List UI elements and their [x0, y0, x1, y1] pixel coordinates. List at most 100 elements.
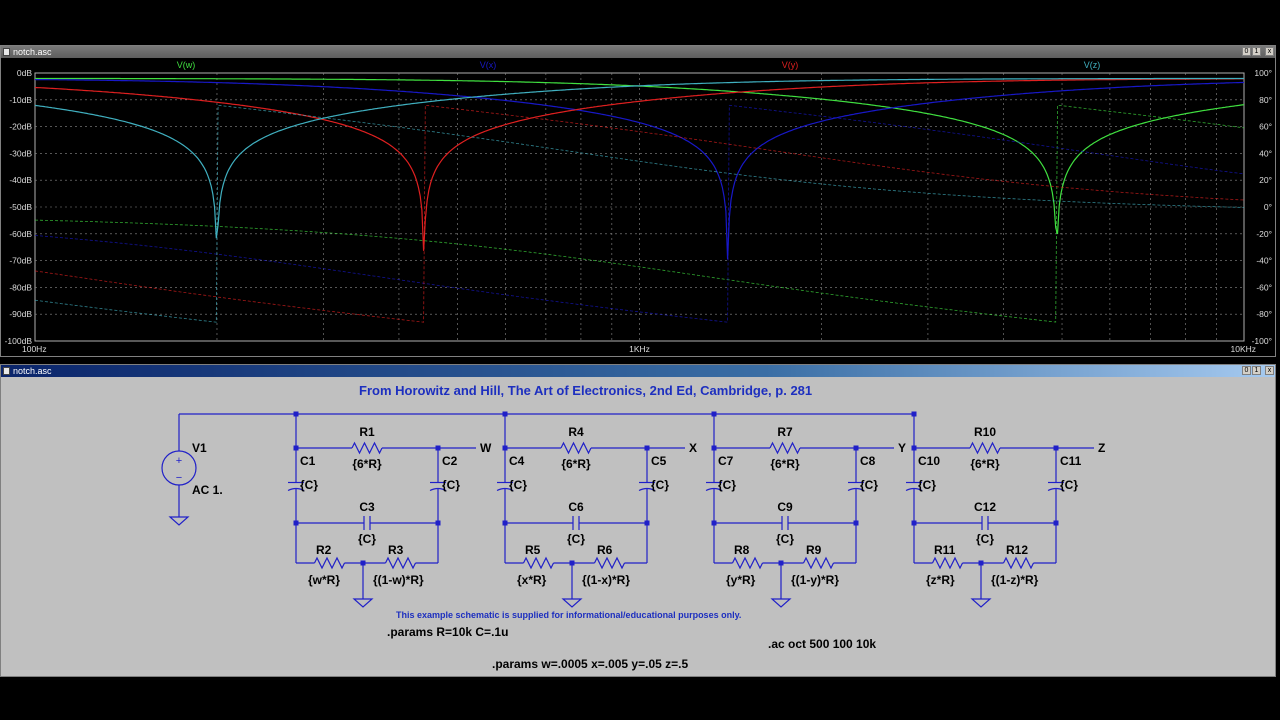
y-tick-label-phase: 80° — [1259, 95, 1272, 105]
ground-icon — [352, 598, 374, 608]
waveform-window[interactable]: notch.asc 0 1 x 0dB -10dB -20dB -30dB -40dB -… — [0, 45, 1276, 357]
minimize-button[interactable]: 0 — [1242, 366, 1251, 375]
resistor-value: {(1-z)*R} — [991, 573, 1039, 587]
params-directive[interactable]: .params R=10k C=.1u — [387, 625, 509, 639]
node-label-x: X — [689, 441, 697, 455]
plot-area[interactable]: 0dB -10dB -20dB -30dB -40dB -50dB -60dB -70dB -8… — [1, 58, 1277, 356]
trace-phase — [34, 104, 1245, 323]
capacitor-label: C11 — [1060, 454, 1082, 468]
capacitor-label: C1 — [300, 454, 316, 468]
y-tick-label-phase: -60° — [1256, 282, 1272, 292]
resistor-symbol — [802, 556, 835, 570]
trace-magnitude — [34, 77, 1244, 239]
ground-icon — [168, 516, 190, 526]
resistor-symbol — [384, 556, 417, 570]
resistor-symbol — [351, 441, 383, 455]
trace-magnitude — [34, 78, 1244, 260]
capacitor-value: {C} — [442, 478, 460, 492]
y-tick-label-db: -50dB — [9, 202, 32, 212]
y-tick-label-phase: -40° — [1256, 256, 1272, 266]
resistor-label: R2 — [316, 543, 332, 557]
trace-label: V(w) — [177, 60, 196, 70]
capacitor-value: {C} — [1060, 478, 1078, 492]
capacitor-value: {C} — [776, 532, 794, 546]
schematic-canvas[interactable]: + − V1 AC 1. R1 {6*R} W C1 {C} C2 {C} C3 {C} R2 {w*R} R… — [1, 377, 1275, 676]
schematic-title: notch.asc — [13, 366, 52, 376]
schematic-header: From Horowitz and Hill, The Art of Elect… — [359, 383, 813, 398]
capacitor-value: {C} — [300, 478, 318, 492]
resistor-symbol — [560, 441, 592, 455]
resistor-label: R8 — [734, 543, 750, 557]
resistor-label: R11 — [934, 543, 956, 557]
capacitor-value: {C} — [509, 478, 527, 492]
x-tick-label: 10KHz — [1230, 344, 1256, 354]
restore-button[interactable]: 1 — [1252, 366, 1261, 375]
resistor-label: R1 — [359, 425, 375, 439]
schematic-window[interactable]: notch.asc 0 1 x + − V1 AC 1. R1 {6*R} W C1 {C} C2… — [0, 364, 1276, 677]
trace-phase — [34, 104, 1245, 323]
schematic-titlebar[interactable]: notch.asc 0 1 x — [1, 365, 1275, 377]
trace-magnitude — [34, 78, 1244, 251]
resistor-label: R9 — [806, 543, 822, 557]
trace-label: V(y) — [782, 60, 799, 70]
node-label-y: Y — [898, 441, 906, 455]
resistor-symbol — [593, 556, 626, 570]
y-tick-label-db: -40dB — [9, 175, 32, 185]
capacitor-plate — [638, 487, 656, 492]
y-tick-label-phase: -100° — [1252, 336, 1272, 346]
resistor-value: {(1-x)*R} — [582, 573, 630, 587]
capacitor-label: C2 — [442, 454, 458, 468]
ground-icon — [561, 598, 583, 608]
close-button[interactable]: x — [1265, 47, 1274, 56]
resistor-symbol — [969, 441, 1001, 455]
waveform-titlebar[interactable]: notch.asc 0 1 x — [1, 46, 1275, 58]
resistor-value: {z*R} — [926, 573, 955, 587]
restore-button[interactable]: 1 — [1252, 47, 1261, 56]
resistor-value: {6*R} — [352, 457, 382, 471]
capacitor-plate — [287, 487, 305, 492]
y-tick-label-db: -80dB — [9, 282, 32, 292]
y-tick-label-db: -100dB — [5, 336, 33, 346]
disclaimer-text: This example schematic is supplied for i… — [396, 610, 742, 620]
resistor-label: R5 — [525, 543, 541, 557]
capacitor-value: {C} — [358, 532, 376, 546]
trace-label: V(x) — [480, 60, 497, 70]
source-plus: + — [176, 455, 182, 467]
capacitor-label: C10 — [918, 454, 940, 468]
ac-directive[interactable]: .ac oct 500 100 10k — [768, 637, 877, 651]
y-tick-label-phase: 60° — [1259, 122, 1272, 132]
params-directive-2[interactable]: .params w=.0005 x=.005 y=.05 z=.5 — [492, 657, 689, 671]
plot-grid — [35, 73, 1244, 341]
capacitor-value: {C} — [651, 478, 669, 492]
capacitor-plate — [1047, 487, 1065, 492]
y-tick-label-phase: 0° — [1264, 202, 1272, 212]
capacitor-label: C12 — [974, 500, 996, 514]
capacitor-value: {C} — [918, 478, 936, 492]
y-tick-label-db: -20dB — [9, 122, 32, 132]
document-icon — [3, 367, 10, 375]
document-icon — [3, 48, 10, 56]
close-button[interactable]: x — [1265, 366, 1274, 375]
y-tick-label-db: 0dB — [17, 68, 32, 78]
resistor-symbol — [522, 556, 555, 570]
capacitor-plate — [905, 487, 923, 492]
trace-label: V(z) — [1084, 60, 1101, 70]
resistor-value: {6*R} — [770, 457, 800, 471]
resistor-symbol — [731, 556, 764, 570]
resistor-label: R12 — [1006, 543, 1028, 557]
minimize-button[interactable]: 0 — [1242, 47, 1251, 56]
source-name: V1 — [192, 441, 207, 455]
y-tick-label-phase: -80° — [1256, 309, 1272, 319]
capacitor-label: C7 — [718, 454, 734, 468]
waveform-title: notch.asc — [13, 47, 52, 57]
source-value: AC 1. — [192, 483, 223, 497]
resistor-value: {w*R} — [308, 573, 340, 587]
y-tick-label-db: -90dB — [9, 309, 32, 319]
y-tick-label-phase: -20° — [1256, 229, 1272, 239]
y-tick-label-phase: 20° — [1259, 175, 1272, 185]
x-tick-label: 1KHz — [629, 344, 650, 354]
bode-plot[interactable]: 0dB -10dB -20dB -30dB -40dB -50dB -60dB -70dB -8… — [1, 58, 1277, 356]
y-tick-label-phase: 100° — [1254, 68, 1272, 78]
resistor-symbol — [931, 556, 964, 570]
schematic-drawing[interactable]: + − V1 AC 1. R1 {6*R} W C1 {C} C2 {C} C3 {C} R2 {w*R} R… — [1, 377, 1275, 676]
